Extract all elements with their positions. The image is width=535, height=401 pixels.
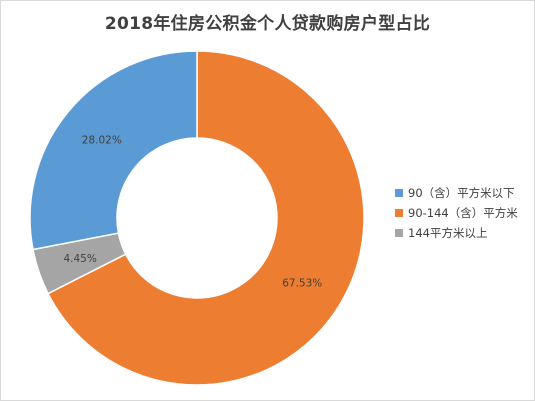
legend-item-below-90: 90（含）平方米以下 xyxy=(395,183,518,203)
donut-slices xyxy=(29,50,365,386)
legend-swatch-below-90 xyxy=(395,189,403,197)
legend-swatch-above-144 xyxy=(395,229,403,237)
legend-swatch-90-144 xyxy=(395,209,403,217)
legend-item-above-144: 144平方米以上 xyxy=(395,223,518,243)
slice-90-144 xyxy=(47,50,365,386)
legend-item-90-144: 90-144（含）平方米 xyxy=(395,203,518,223)
legend-label-below-90: 90（含）平方米以下 xyxy=(408,186,515,200)
donut-value-labels: 67.53% 4.45% 28.02% xyxy=(63,134,322,289)
legend-label-90-144: 90-144（含）平方米 xyxy=(408,206,518,220)
chart-legend: 90（含）平方米以下 90-144（含）平方米 144平方米以上 xyxy=(395,183,518,243)
slice-below-90 xyxy=(29,50,198,251)
value-label-above-144: 4.45% xyxy=(63,253,96,265)
chart-title: 2018年住房公积金个人贷款购房户型占比 xyxy=(104,14,431,34)
value-label-90-144: 67.53% xyxy=(282,278,322,290)
value-label-below-90: 28.02% xyxy=(82,134,122,146)
legend-label-above-144: 144平方米以上 xyxy=(408,226,488,240)
